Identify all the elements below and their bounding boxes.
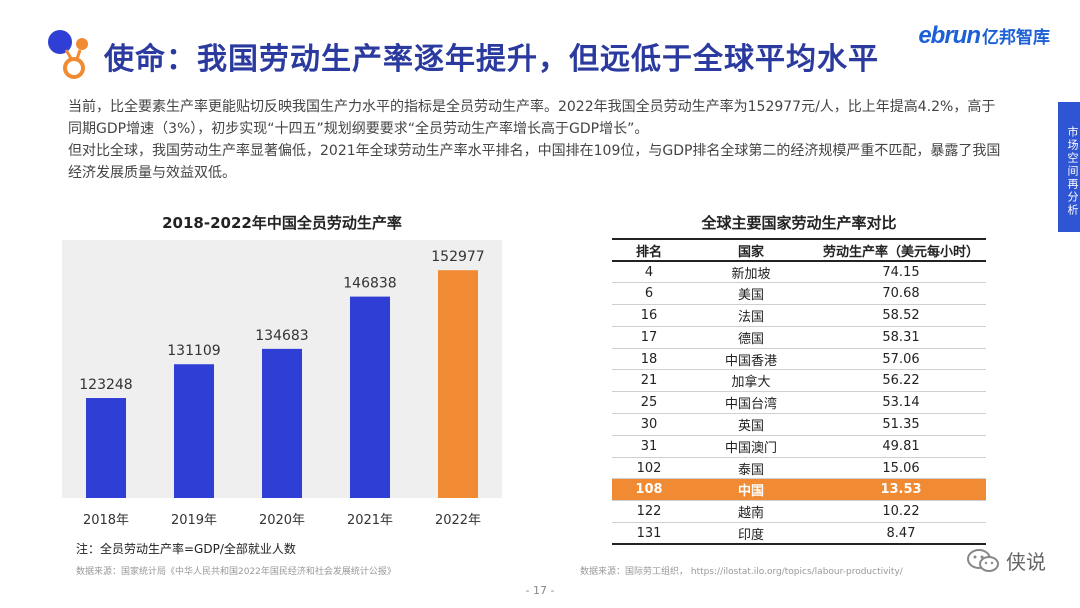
wechat-icon [967, 548, 999, 572]
cell-country: 法国 [686, 304, 816, 327]
chart-x-tick-label: 2020年 [259, 513, 305, 528]
chart-x-tick-label: 2019年 [171, 513, 217, 528]
cell-rank: 131 [612, 522, 686, 546]
table-row: 4 新加坡 74.15 [612, 261, 986, 284]
page-number: - 17 - [525, 584, 555, 597]
section-side-tab[interactable]: 市场空间再分析 [1058, 102, 1080, 232]
cell-rank: 17 [612, 326, 686, 349]
cell-country: 越南 [686, 500, 816, 524]
cell-productivity: 49.81 [816, 435, 986, 458]
chart-bar [86, 398, 126, 498]
table-row: 122 越南 10.22 [612, 500, 986, 524]
table-row: 16 法国 58.52 [612, 304, 986, 327]
brand-logo-cn: 亿邦智库 [982, 28, 1050, 48]
table-row: 18 中国香港 57.06 [612, 348, 986, 371]
cell-country: 印度 [686, 522, 816, 546]
chart-x-tick-label: 2022年 [435, 513, 481, 528]
cell-rank: 18 [612, 348, 686, 371]
cell-productivity: 58.52 [816, 304, 986, 327]
chart-bar [438, 270, 478, 498]
chart-title: 2018-2022年中国全员劳动生产率 [162, 214, 402, 232]
cell-country: 新加坡 [686, 261, 816, 284]
chart-bar [262, 348, 302, 498]
wechat-label: 侠说 [1006, 550, 1046, 574]
chart-x-tick-label: 2018年 [83, 513, 129, 528]
cell-rank: 122 [612, 500, 686, 524]
cell-productivity: 57.06 [816, 348, 986, 371]
table-row: 6 美国 70.68 [612, 282, 986, 306]
table-header-rank: 排名 [612, 238, 686, 262]
chart-bar [174, 364, 214, 498]
brand-logo: ebrun 亿邦智库 [918, 22, 1050, 50]
intro-paragraph-1: 当前，比全要素生产率更能贴切反映我国生产力水平的指标是全员劳动生产率。2022年… [68, 99, 996, 137]
chart-x-tick-label: 2021年 [347, 513, 393, 528]
cell-country: 加拿大 [686, 369, 816, 393]
source-note-right: 数据来源：国际劳工组织， https://ilostat.ilo.org/top… [580, 567, 903, 577]
cell-productivity: 8.47 [816, 522, 986, 546]
chart-data-label: 146838 [343, 276, 396, 292]
table-row: 102 泰国 15.06 [612, 457, 986, 480]
table-header-productivity: 劳动生产率（美元每小时） [816, 238, 986, 262]
cell-country: 美国 [686, 282, 816, 306]
table-row: 31 中国澳门 49.81 [612, 435, 986, 458]
cell-rank: 25 [612, 391, 686, 415]
intro-paragraph-2: 但对比全球，我国劳动生产率显著偏低，2021年全球劳动生产率水平排名，中国排在1… [68, 143, 1001, 181]
chart-data-label: 131109 [167, 343, 220, 359]
cell-rank: 6 [612, 282, 686, 306]
cell-country: 中国台湾 [686, 391, 816, 415]
table-title: 全球主要国家劳动生产率对比 [701, 214, 897, 232]
chart-data-label: 152977 [431, 249, 484, 265]
table-row: 108 中国 13.53 [612, 478, 986, 502]
table-row: 30 英国 51.35 [612, 413, 986, 436]
formula-note: 注：全员劳动生产率=GDP/全部就业人数 [76, 542, 296, 556]
wechat-watermark: 侠说 [966, 546, 1046, 575]
cell-productivity: 15.06 [816, 457, 986, 480]
cell-country: 德国 [686, 326, 816, 349]
cell-productivity: 51.35 [816, 413, 986, 436]
cell-rank: 102 [612, 457, 686, 480]
cell-country: 中国澳门 [686, 435, 816, 458]
cell-country: 英国 [686, 413, 816, 436]
cell-rank: 21 [612, 369, 686, 393]
cell-country: 中国香港 [686, 348, 816, 371]
source-note-left: 数据来源：国家统计局《中华人民共和国2022年国民经济和社会发展统计公报》 [76, 567, 396, 577]
chart-bar [350, 296, 390, 498]
table-header-country: 国家 [686, 238, 816, 262]
table-row: 21 加拿大 56.22 [612, 369, 986, 393]
page-title: 使命：我国劳动生产率逐年提升，但远低于全球平均水平 [104, 42, 879, 77]
productivity-bar-chart: 123248 2018年 131109 2019年 134683 2020年 146838 2… [62, 240, 502, 528]
cell-country: 泰国 [686, 457, 816, 480]
productivity-ranking-table: 排名 国家 劳动生产率（美元每小时） 4 新加坡 74.15 6 美国 70.68 16 法国… [612, 238, 986, 546]
cell-rank: 31 [612, 435, 686, 458]
table-row: 17 德国 58.31 [612, 326, 986, 349]
cell-rank: 16 [612, 304, 686, 327]
cell-productivity: 53.14 [816, 391, 986, 415]
cell-rank: 4 [612, 261, 686, 284]
chart-data-label: 123248 [79, 377, 132, 393]
brand-logo-mark [48, 30, 88, 79]
table-header-row: 排名 国家 劳动生产率（美元每小时） [612, 238, 986, 262]
brand-logo-en: ebrun [918, 22, 981, 49]
intro-text: 当前，比全要素生产率更能贴切反映我国生产力水平的指标是全员劳动生产率。2022年… [68, 96, 1008, 184]
table-row: 131 印度 8.47 [612, 522, 986, 546]
cell-productivity: 74.15 [816, 261, 986, 284]
cell-rank: 108 [612, 478, 686, 502]
cell-rank: 30 [612, 413, 686, 436]
cell-country: 中国 [686, 478, 816, 502]
cell-productivity: 13.53 [816, 478, 986, 502]
cell-productivity: 70.68 [816, 282, 986, 306]
chart-data-label: 134683 [255, 328, 308, 344]
cell-productivity: 10.22 [816, 500, 986, 524]
cell-productivity: 56.22 [816, 369, 986, 393]
table-row: 25 中国台湾 53.14 [612, 391, 986, 415]
cell-productivity: 58.31 [816, 326, 986, 349]
